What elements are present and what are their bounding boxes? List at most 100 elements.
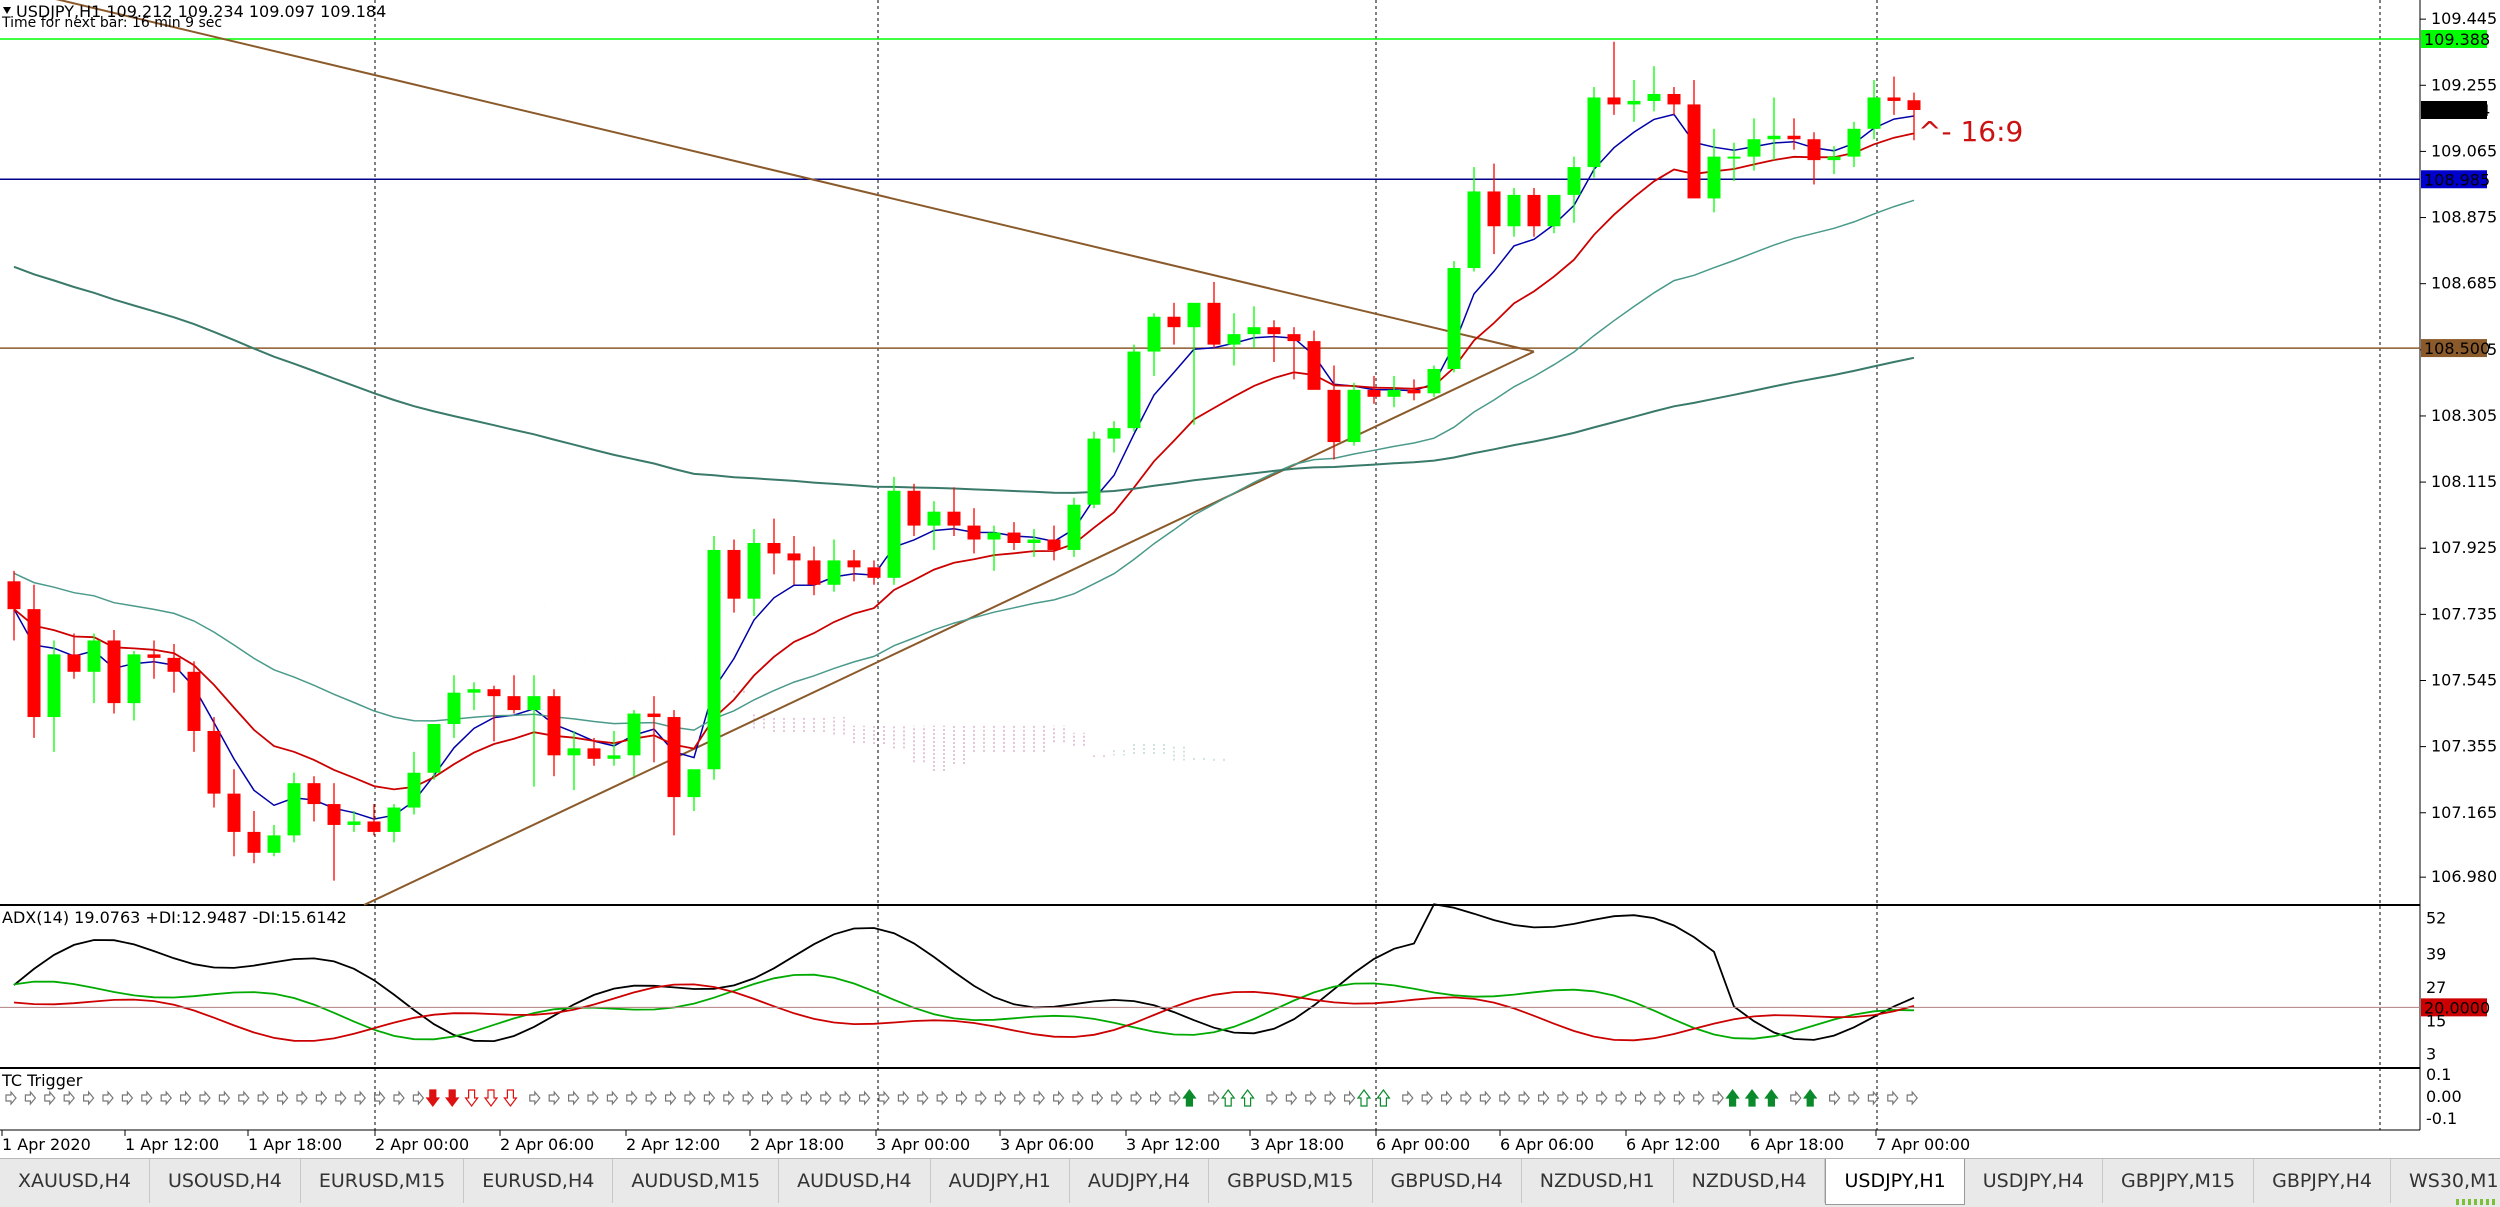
candle-body[interactable] (1067, 504, 1081, 550)
candle-body[interactable] (587, 748, 601, 759)
candle-body[interactable] (867, 567, 881, 578)
tab-ws30-m15[interactable]: WS30,M15 (2391, 1159, 2500, 1203)
chart-canvas[interactable]: 109.445109.255109.065108.875108.685108.4… (0, 0, 2500, 1158)
candle-body[interactable] (247, 831, 261, 853)
candle-body[interactable] (387, 807, 401, 832)
candle-body[interactable] (1207, 302, 1221, 345)
candle-body[interactable] (147, 654, 161, 658)
candle-body[interactable] (1227, 334, 1241, 345)
candle-body[interactable] (107, 640, 121, 704)
candle-body[interactable] (547, 696, 561, 756)
tab-gbpjpy-h4[interactable]: GBPJPY,H4 (2254, 1159, 2391, 1203)
candle-body[interactable] (1267, 327, 1281, 335)
candle-body[interactable] (1707, 156, 1721, 199)
triangle-down-icon[interactable] (3, 7, 11, 14)
tab-gbpusd-h4[interactable]: GBPUSD,H4 (1373, 1159, 1522, 1203)
candle-body[interactable] (7, 581, 21, 610)
candle-body[interactable] (567, 748, 581, 756)
candle-body[interactable] (367, 821, 381, 832)
candle-body[interactable] (1807, 139, 1821, 161)
candle-body[interactable] (1327, 389, 1341, 443)
tab-eurusd-h4[interactable]: EURUSD,H4 (464, 1159, 614, 1203)
candle-body[interactable] (1387, 389, 1401, 397)
candle-body[interactable] (27, 609, 41, 718)
candle-body[interactable] (47, 654, 61, 718)
candle-body[interactable] (1507, 194, 1521, 227)
candle-body[interactable] (1347, 389, 1361, 443)
tab-nzdusd-h1[interactable]: NZDUSD,H1 (1522, 1159, 1674, 1203)
candle-body[interactable] (1687, 104, 1701, 199)
candle-body[interactable] (847, 560, 861, 568)
candle-body[interactable] (1007, 532, 1021, 543)
tab-usdjpy-h4[interactable]: USDJPY,H4 (1965, 1159, 2104, 1203)
candle-body[interactable] (1607, 97, 1621, 105)
candle-body[interactable] (1087, 438, 1101, 505)
tab-audusd-h4[interactable]: AUDUSD,H4 (779, 1159, 931, 1203)
candle-body[interactable] (607, 755, 621, 759)
candle-body[interactable] (1587, 97, 1601, 168)
candle-body[interactable] (487, 689, 501, 697)
candle-body[interactable] (767, 543, 781, 554)
trendline-up[interactable] (363, 350, 1535, 906)
candle-body[interactable] (407, 772, 421, 808)
candle-body[interactable] (1907, 100, 1921, 110)
candle-body[interactable] (967, 525, 981, 540)
candle-body[interactable] (1787, 135, 1801, 140)
candle-body[interactable] (1027, 539, 1041, 543)
candle-body[interactable] (667, 717, 681, 798)
candle-body[interactable] (1187, 302, 1201, 328)
candle-body[interactable] (627, 713, 641, 756)
candle-body[interactable] (1827, 156, 1841, 161)
candle-body[interactable] (127, 654, 141, 704)
candle-body[interactable] (1887, 97, 1901, 101)
candle-body[interactable] (1847, 128, 1861, 157)
candle-body[interactable] (1307, 341, 1321, 390)
candle-body[interactable] (527, 696, 541, 711)
candle-body[interactable] (1427, 368, 1441, 394)
candle-body[interactable] (427, 724, 441, 773)
candle-body[interactable] (207, 730, 221, 794)
tab-usousd-h4[interactable]: USOUSD,H4 (150, 1159, 301, 1203)
tab-audjpy-h1[interactable]: AUDJPY,H1 (931, 1159, 1070, 1203)
candle-body[interactable] (227, 793, 241, 832)
candle-body[interactable] (1667, 93, 1681, 105)
candle-body[interactable] (467, 689, 481, 693)
candle-body[interactable] (947, 511, 961, 526)
tab-xauusd-h4[interactable]: XAUUSD,H4 (0, 1159, 150, 1203)
candle-body[interactable] (887, 490, 901, 578)
tab-audjpy-h4[interactable]: AUDJPY,H4 (1070, 1159, 1210, 1203)
candle-body[interactable] (1287, 334, 1301, 342)
candle-body[interactable] (987, 532, 1001, 540)
tab-eurusd-m15[interactable]: EURUSD,M15 (301, 1159, 465, 1203)
candle-body[interactable] (647, 713, 661, 718)
candle-body[interactable] (1867, 97, 1881, 129)
candle-body[interactable] (87, 640, 101, 672)
candle-body[interactable] (1047, 539, 1061, 550)
candle-body[interactable] (1127, 351, 1141, 429)
candle-body[interactable] (1747, 139, 1761, 157)
candle-body[interactable] (747, 543, 761, 599)
trendline-down[interactable] (0, 0, 1535, 353)
tab-gbpjpy-m15[interactable]: GBPJPY,M15 (2103, 1159, 2255, 1203)
candle-body[interactable] (787, 553, 801, 561)
candle-body[interactable] (1767, 135, 1781, 140)
candle-body[interactable] (1487, 191, 1501, 227)
candle-body[interactable] (1567, 167, 1581, 195)
candle-body[interactable] (807, 560, 821, 585)
candle-body[interactable] (67, 654, 81, 672)
tab-gbpusd-m15[interactable]: GBPUSD,M15 (1209, 1159, 1373, 1203)
candle-body[interactable] (447, 692, 461, 724)
candle-body[interactable] (707, 549, 721, 770)
candle-body[interactable] (1647, 93, 1661, 101)
candle-body[interactable] (1147, 316, 1161, 352)
candle-body[interactable] (507, 696, 521, 711)
candle-body[interactable] (1727, 156, 1741, 159)
resize-grip-icon[interactable] (2456, 1199, 2496, 1205)
candle-body[interactable] (287, 783, 301, 836)
candle-body[interactable] (1627, 100, 1641, 105)
candle-body[interactable] (1547, 194, 1561, 227)
tab-nzdusd-h4[interactable]: NZDUSD,H4 (1674, 1159, 1826, 1203)
candle-body[interactable] (1167, 316, 1181, 328)
candle-body[interactable] (187, 671, 201, 731)
candle-body[interactable] (267, 835, 281, 853)
